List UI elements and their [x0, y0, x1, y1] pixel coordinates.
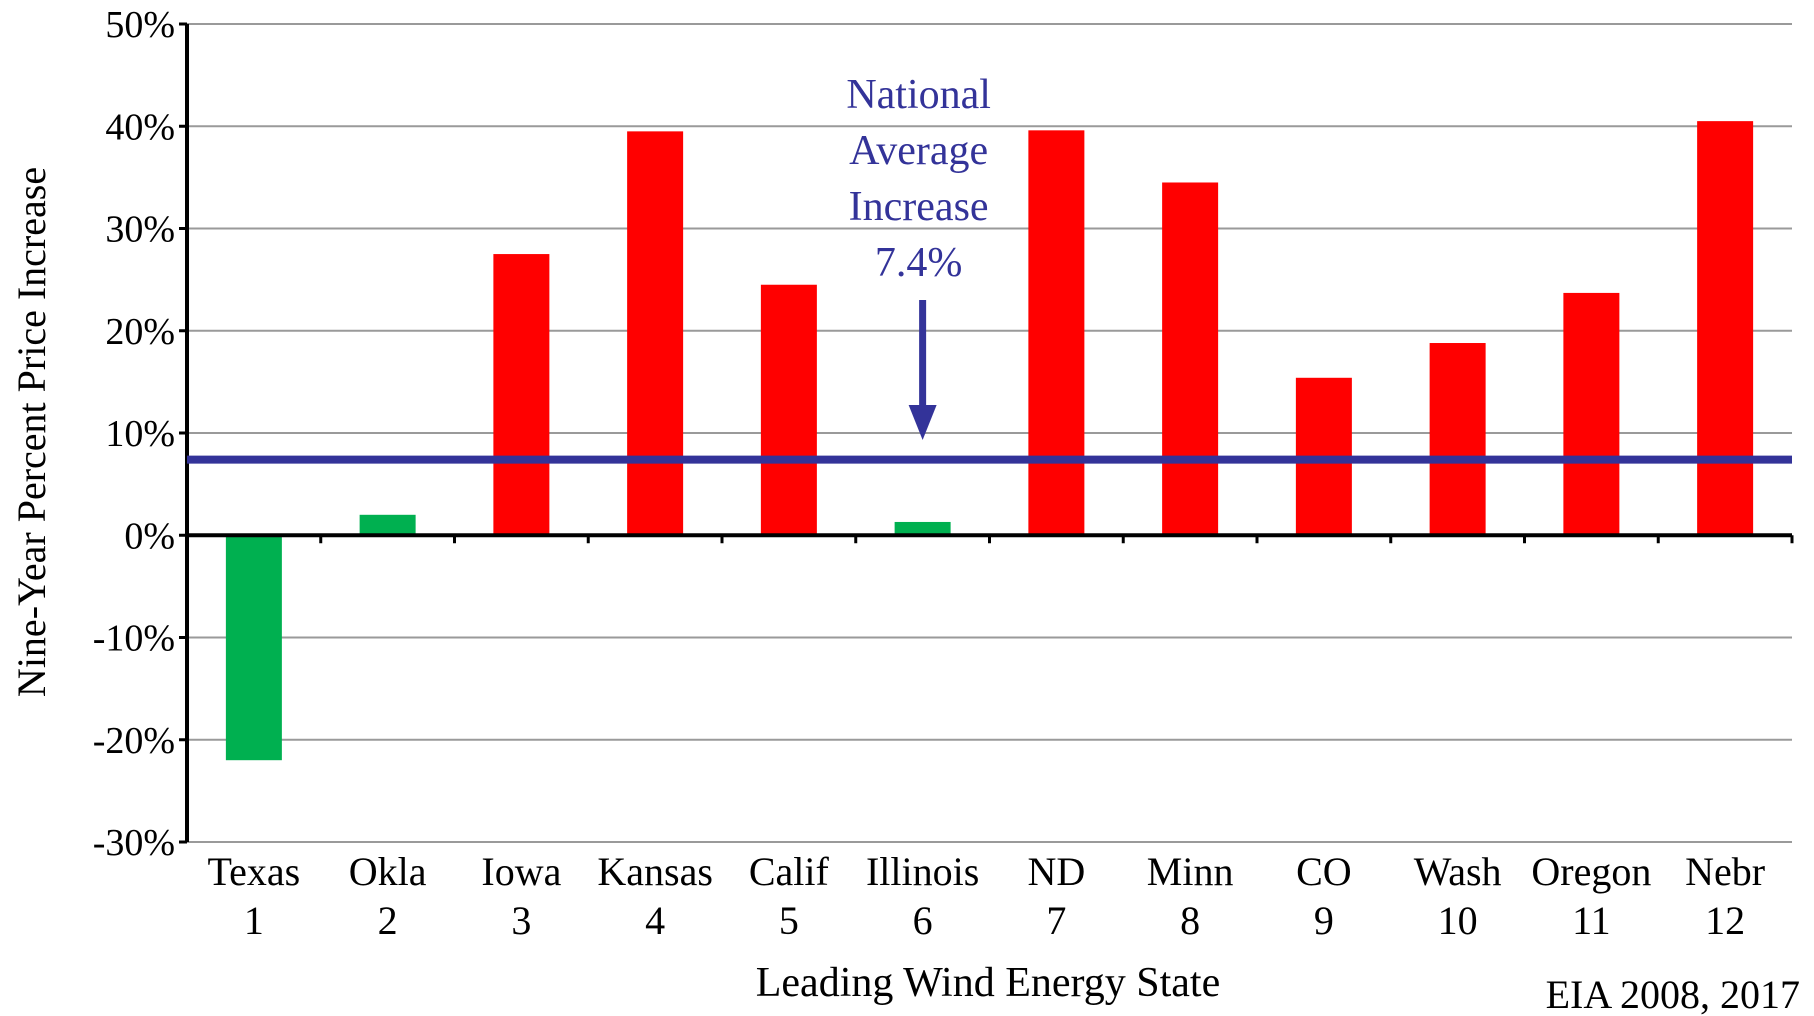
annotation-line: Increase: [849, 184, 989, 230]
x-axis-title: Leading Wind Energy State: [756, 960, 1220, 1006]
bar: [627, 131, 684, 536]
x-category-label: Minn: [1147, 849, 1234, 894]
x-category-label: Calif: [749, 849, 830, 894]
x-rank-label: 6: [913, 898, 933, 943]
x-rank-label: 12: [1705, 898, 1745, 943]
annotation-line: Average: [849, 128, 988, 174]
x-category-label: Okla: [349, 849, 427, 894]
x-category-label: ND: [1027, 849, 1085, 894]
x-category-label: Texas: [208, 849, 301, 894]
x-rank-label: 1: [244, 898, 264, 943]
y-tick-label: 40%: [105, 106, 175, 148]
x-category-label: Wash: [1414, 849, 1502, 894]
y-tick-label: 20%: [105, 311, 175, 353]
y-axis-title: Nine-Year Percent Price Increase: [9, 167, 54, 697]
annotation-line: 7.4%: [875, 240, 963, 286]
x-rank-label: 7: [1046, 898, 1066, 943]
gridlines: [187, 23, 1792, 843]
y-tick-label: -20%: [93, 720, 175, 762]
x-category-label: Iowa: [481, 849, 561, 894]
bar: [1697, 121, 1754, 536]
x-rank-label: 8: [1180, 898, 1200, 943]
x-category-label: Illinois: [866, 849, 979, 894]
bar: [1563, 292, 1620, 536]
x-rank-label: 9: [1314, 898, 1334, 943]
bar: [359, 514, 416, 536]
y-tick-label: -10%: [93, 618, 175, 660]
y-tick-label: 50%: [105, 4, 175, 46]
bar: [894, 521, 951, 536]
source-note: EIA 2008, 2017: [1546, 972, 1800, 1016]
national-average-annotation: National Average Increase 7.4%: [846, 72, 991, 440]
y-axis: 50% 40% 30% 20% 10% 0% -10% -20% -30%: [93, 4, 189, 864]
x-rank-label: 2: [378, 898, 398, 943]
bar: [1028, 130, 1085, 536]
bar: [1429, 343, 1486, 536]
y-tick-label: 10%: [105, 413, 175, 455]
x-category-label: Oregon: [1531, 849, 1651, 894]
x-rank-label: 10: [1438, 898, 1478, 943]
y-tick-label: 30%: [105, 209, 175, 251]
x-rank-label: 11: [1572, 898, 1611, 943]
y-tick-label: -30%: [93, 822, 175, 864]
x-category-label: Kansas: [597, 849, 713, 894]
bar: [760, 284, 817, 536]
bar: [493, 254, 550, 536]
bar: [225, 535, 282, 761]
bar: [1162, 182, 1219, 536]
annotation-line: National: [846, 72, 991, 118]
x-rank-label: 3: [511, 898, 531, 943]
bars: [225, 121, 1754, 761]
y-tick-label: 0%: [124, 515, 175, 557]
x-category-label: CO: [1296, 849, 1352, 894]
x-rank-label: 5: [779, 898, 799, 943]
x-rank-label: 4: [645, 898, 665, 943]
x-category-label: Nebr: [1685, 849, 1765, 894]
annotation-arrow-head: [908, 405, 937, 440]
